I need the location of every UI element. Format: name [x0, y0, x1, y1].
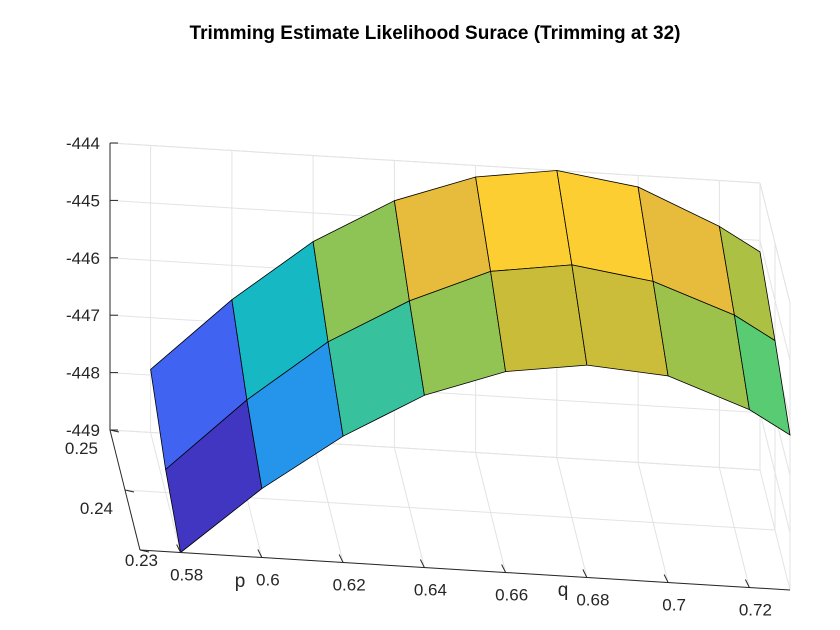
box-edge [109, 142, 761, 184]
q-tick-mark [419, 559, 425, 568]
q-tick-label: 0.58 [170, 566, 203, 585]
p-tick-label: 0.23 [125, 551, 158, 570]
q-tick-mark [257, 549, 263, 558]
p-tick-mark [109, 429, 120, 433]
q-tick-mark [176, 544, 182, 553]
surface-patch [475, 170, 573, 272]
q-tick-label: 0.66 [495, 586, 528, 605]
q-tick-mark [663, 574, 669, 583]
q-tick-label: 0.7 [662, 596, 686, 615]
p-tick-label: 0.25 [65, 439, 98, 458]
q-tick-label: 0.64 [414, 581, 447, 600]
p-tick-mark [139, 549, 150, 553]
y-axis-label: p [235, 571, 246, 592]
x-axis-label: q [558, 580, 569, 601]
axis-ticks: -449 -448 -447 -446 -445 -444 0.23 0.24 0.25 0.58… [65, 134, 791, 620]
p-tick-label: 0.24 [80, 499, 113, 518]
z-tick-label: -444 [66, 134, 100, 153]
q-axis-line [139, 549, 791, 591]
q-tick-mark [744, 579, 750, 588]
z-tick-label: -445 [66, 191, 100, 210]
q-tick-label: 0.68 [576, 591, 609, 610]
q-tick-mark [338, 554, 344, 563]
z-tick-label: -447 [66, 306, 100, 325]
q-tick-label: 0.6 [256, 571, 280, 590]
surface-patch [490, 264, 588, 373]
surface-plot [150, 169, 791, 554]
q-tick-label: 0.72 [739, 601, 772, 620]
p-tick-mark [124, 489, 135, 493]
z-tick-label: -446 [66, 249, 100, 268]
surface-patch [733, 314, 791, 436]
z-tick-label: -449 [66, 421, 100, 440]
q-tick-mark [582, 569, 588, 578]
q-tick-mark [501, 564, 507, 573]
box-edge [759, 182, 791, 304]
q-tick-label: 0.62 [333, 576, 366, 595]
z-tick-label: -448 [66, 364, 100, 383]
chart-title: Trimming Estimate Likelihood Surace (Tri… [190, 23, 681, 44]
